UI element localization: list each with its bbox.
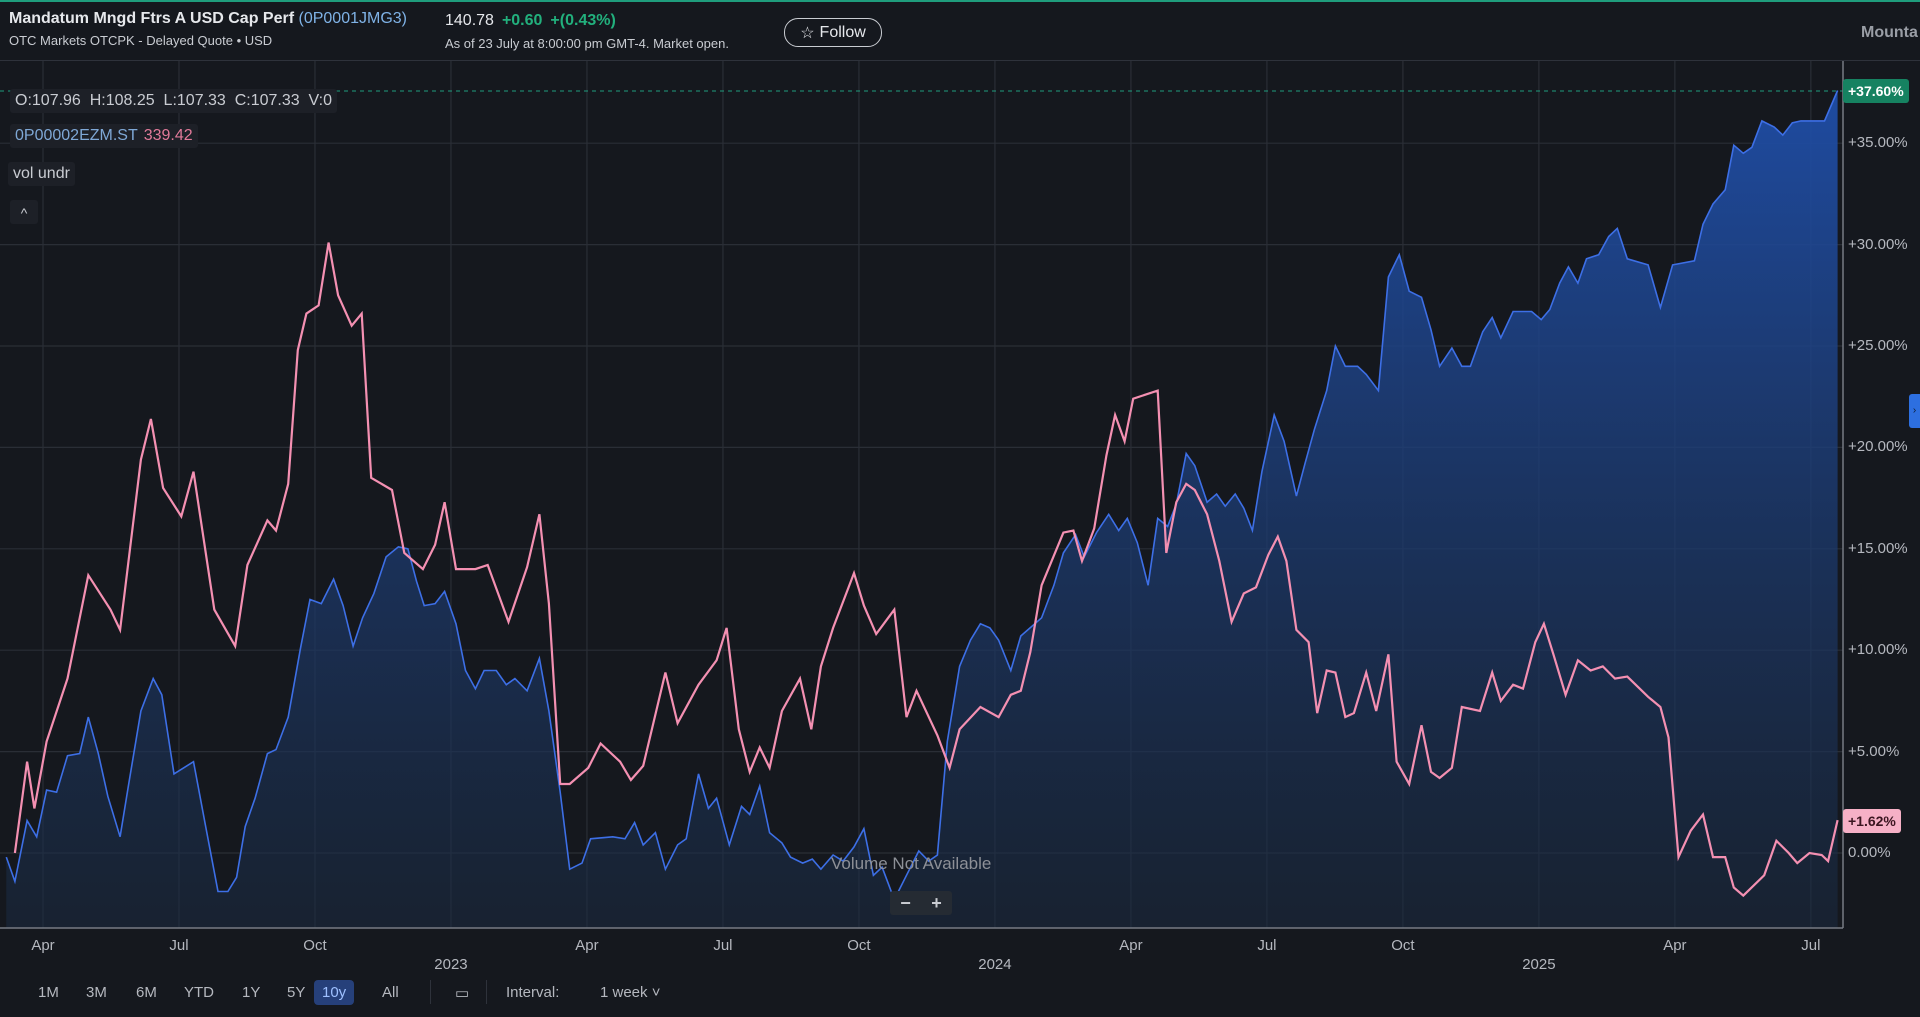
- compare-value: 339.42: [143, 127, 193, 144]
- x-tick-label: Oct: [847, 937, 871, 954]
- interval-select[interactable]: 1 week ˅: [600, 984, 661, 1001]
- right-panel-title: Mounta: [1861, 24, 1918, 41]
- y-tick-label: +30.00%: [1848, 235, 1908, 253]
- y-tick-label: +25.00%: [1848, 337, 1908, 354]
- price-change: +0.60: [501, 12, 543, 29]
- range-1y[interactable]: 1Y: [242, 984, 261, 1001]
- fund-name: Mandatum Mngd Ftrs A USD Cap Perf: [9, 10, 295, 27]
- year-tick-label: 2025: [1522, 956, 1556, 973]
- divider: [486, 980, 487, 1004]
- compare-last-value-badge: +1.62%: [1843, 809, 1901, 833]
- main-last-value-badge: +37.60%: [1843, 79, 1909, 103]
- price-block: 140.78 +0.60 +(0.43%): [445, 12, 616, 30]
- y-tick-label: +15.00%: [1848, 539, 1908, 557]
- y-tick-label: 0.00%: [1848, 844, 1891, 861]
- indicator-legend[interactable]: vol undr: [8, 162, 75, 186]
- x-tick-label: Oct: [1391, 937, 1415, 954]
- x-tick-label: Apr: [1119, 937, 1143, 954]
- price-change-pct: +(0.43%): [550, 12, 616, 29]
- range-3m[interactable]: 3M: [86, 984, 107, 1001]
- x-tick-label: Apr: [31, 937, 55, 954]
- last-price: 140.78: [445, 12, 494, 29]
- interval-label: Interval:: [506, 984, 560, 1001]
- top-accent-line: [0, 0, 1920, 2]
- range-5y[interactable]: 5Y: [287, 984, 306, 1001]
- zoom-out-button[interactable]: −: [900, 892, 911, 913]
- y-tick-label: +20.00%: [1848, 438, 1908, 456]
- range-all[interactable]: All: [382, 984, 399, 1001]
- quote-header: Mandatum Mngd Ftrs A USD Cap Perf (0P000…: [0, 2, 1920, 61]
- divider: [430, 980, 431, 1004]
- fund-title: Mandatum Mngd Ftrs A USD Cap Perf (0P000…: [9, 10, 407, 28]
- y-tick-label: +10.00%: [1848, 641, 1908, 659]
- range-ytd[interactable]: YTD: [184, 984, 214, 1001]
- x-tick-label: Jul: [1257, 937, 1277, 954]
- x-tick-label: Jul: [169, 937, 189, 954]
- main-series-area: [6, 90, 1838, 928]
- zoom-in-button[interactable]: +: [931, 892, 942, 913]
- x-tick-label: Oct: [303, 937, 327, 954]
- y-tick-label: +35.00%: [1848, 134, 1908, 152]
- x-tick-label: Apr: [575, 937, 599, 954]
- quote-timestamp: As of 23 July at 8:00:00 pm GMT-4. Marke…: [445, 36, 729, 51]
- volume-not-available: Volume Not Available: [831, 854, 992, 873]
- ohlc-legend: O:107.96 H:108.25 L:107.33 C:107.33 V:0: [10, 89, 337, 113]
- range-1m[interactable]: 1M: [38, 984, 59, 1001]
- zoom-controls: − +: [890, 891, 952, 915]
- follow-label: Follow: [819, 23, 866, 41]
- expand-panel-tab[interactable]: ›: [1909, 394, 1920, 428]
- x-tick-label: Jul: [713, 937, 733, 954]
- main-series-line: [5, 90, 1839, 902]
- calendar-icon[interactable]: ▭: [455, 985, 470, 1002]
- fund-symbol: (0P0001JMG3): [298, 10, 408, 27]
- compare-symbol: 0P00002EZM.ST: [15, 127, 138, 144]
- year-tick-label: 2024: [978, 956, 1012, 973]
- range-10y[interactable]: 10y: [314, 980, 355, 1005]
- x-tick-label: Apr: [1663, 937, 1687, 954]
- exchange-info: OTC Markets OTCPK - Delayed Quote • USD: [9, 33, 273, 48]
- compare-series-line: [13, 242, 1839, 898]
- collapse-legend-button[interactable]: ^: [10, 200, 38, 224]
- range-6m[interactable]: 6M: [136, 984, 157, 1001]
- year-tick-label: 2023: [434, 956, 468, 973]
- follow-button[interactable]: ☆ Follow: [784, 18, 882, 47]
- star-icon: ☆: [800, 24, 815, 42]
- y-tick-label: +5.00%: [1848, 742, 1900, 760]
- x-tick-label: Jul: [1801, 937, 1821, 954]
- compare-legend[interactable]: 0P00002EZM.ST 339.42: [10, 124, 198, 148]
